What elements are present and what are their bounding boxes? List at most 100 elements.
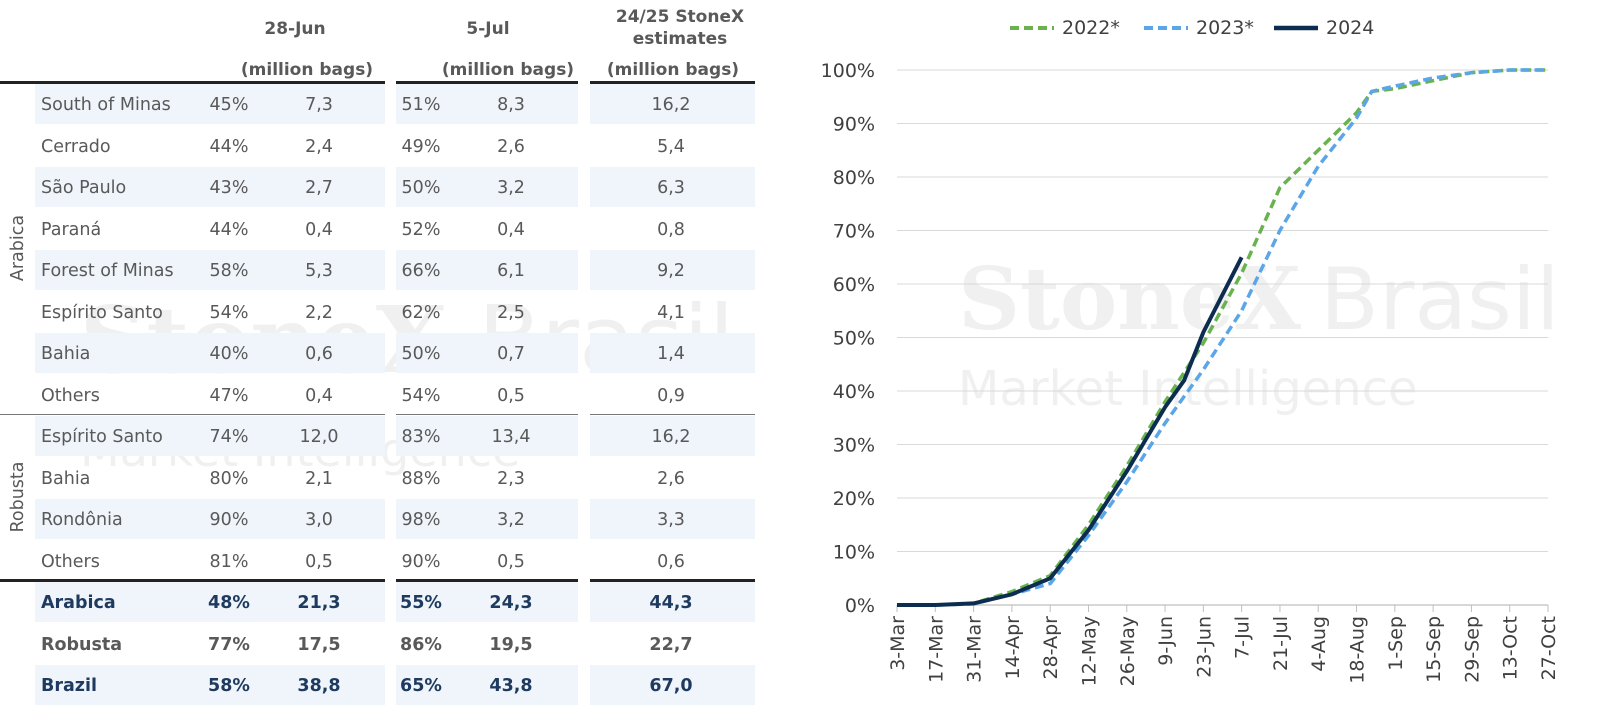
cell-value-28jun: 2,7 [305,178,333,198]
cell-estimate: 2,6 [657,468,685,489]
row-band [590,84,755,124]
cell-pct-28jun: 58% [208,676,250,696]
cell-value-28jun: 12,0 [299,427,339,447]
totals-rule [590,579,755,582]
header-stonex-estimates: 24/25 StoneX estimates [615,7,745,49]
cell-estimate: 5,4 [657,136,685,157]
cell-estimate: 9,2 [657,261,685,281]
group-divider [396,414,578,415]
cell-value-28jun: 0,4 [305,385,333,406]
legend-label: 2022* [1062,17,1120,39]
group-label-robusta: Robusta [8,461,28,533]
row-label: São Paulo [41,178,127,198]
cell-pct-28jun: 74% [209,427,249,447]
cell-value-5jul: 3,2 [497,178,525,198]
legend-label: 2023* [1196,17,1254,39]
legend-swatch [1274,25,1318,31]
totals-rule [0,579,385,582]
cell-pct-5jul: 50% [401,344,441,364]
row-label: South of Minas [41,95,171,115]
row-label: Arabica [41,593,116,613]
cell-value-28jun: 0,6 [305,344,333,364]
x-tick-label: 31-Mar [964,616,986,683]
cell-value-28jun: 0,5 [305,551,333,572]
cell-estimate: 3,3 [657,510,685,530]
header-rule [396,81,578,84]
row-band [35,167,385,207]
x-tick-label: 21-Jul [1270,616,1292,671]
cell-pct-5jul: 66% [401,261,441,281]
y-tick-label: 50% [833,328,875,350]
cell-value-5jul: 0,5 [497,385,525,406]
row-label: Cerrado [41,136,111,157]
cell-pct-28jun: 80% [209,468,249,489]
cell-pct-28jun: 40% [209,344,249,364]
cell-pct-5jul: 55% [400,593,442,613]
cell-value-28jun: 2,1 [305,468,333,489]
cell-value-5jul: 6,1 [497,261,525,281]
cell-estimate: 6,3 [657,178,685,198]
row-band [590,416,755,456]
x-tick-label: 14-Apr [1002,616,1024,680]
x-tick-label: 1-Sep [1385,616,1407,671]
row-band [35,416,385,456]
row-band [590,582,755,622]
cell-estimate: 0,9 [657,385,685,406]
cell-pct-5jul: 65% [400,676,442,696]
cell-estimate: 16,2 [651,95,691,115]
x-tick-label: 3-Mar [887,616,909,671]
cell-estimate: 22,7 [649,634,693,655]
cell-value-5jul: 2,5 [497,302,525,323]
cell-value-28jun: 3,0 [305,510,333,530]
cell-value-28jun: 5,3 [305,261,333,281]
line-chart: 0% 10% 20% 30% 40% 50% 60% 70% 80% 90% 100% 3-Mar 17… [821,60,1560,686]
row-band [396,167,578,207]
row-band [590,250,755,290]
cell-pct-28jun: 45% [209,95,249,115]
cell-pct-28jun: 90% [209,510,249,530]
legend-item: 2023* [1142,16,1254,40]
cell-pct-28jun: 44% [209,219,249,240]
x-tick-label: 9-Jun [1155,616,1177,666]
cell-pct-5jul: 88% [401,468,441,489]
cell-value-28jun: 21,3 [297,593,341,613]
header-rule [0,81,385,84]
cell-value-5jul: 43,8 [489,676,533,696]
y-tick-label: 60% [833,274,875,296]
totals-rule [396,579,578,582]
cell-pct-28jun: 48% [208,593,250,613]
x-tick-label: 15-Sep [1423,616,1445,683]
header-28-jun-unit: (million bags) [240,60,374,80]
cell-value-28jun: 2,4 [305,136,333,157]
cell-pct-5jul: 54% [401,385,441,406]
legend-label: 2024 [1326,17,1375,39]
y-tick-label: 0% [845,595,875,617]
y-tick-label: 70% [833,221,875,243]
row-label: Brazil [41,676,97,696]
header-rule [590,81,755,84]
row-band [35,84,385,124]
legend-swatch [1144,26,1188,30]
x-tick-label: 27-Oct [1538,616,1560,680]
group-label-arabica: Arabica [8,214,28,282]
cell-pct-5jul: 86% [400,634,442,655]
header-stonex-unit: (million bags) [606,60,740,80]
cell-estimate: 4,1 [657,302,685,323]
cell-value-5jul: 19,5 [489,634,533,655]
cell-value-28jun: 38,8 [297,676,341,696]
row-label: Bahia [41,344,91,364]
cell-estimate: 0,8 [657,219,685,240]
x-tick-label: 28-Apr [1040,616,1062,680]
x-tick-label: 12-May [1078,616,1100,686]
cell-value-5jul: 2,3 [497,468,525,489]
cell-pct-28jun: 44% [209,136,249,157]
cell-estimate: 0,6 [657,551,685,572]
cell-pct-28jun: 54% [209,302,249,323]
cell-value-5jul: 0,7 [497,344,525,364]
x-tick-label: 26-May [1117,616,1139,686]
series-line-2022 [897,68,1548,607]
cell-value-5jul: 2,6 [497,136,525,157]
y-tick-label: 10% [833,542,875,564]
y-tick-label: 90% [833,114,875,136]
cell-pct-5jul: 62% [401,302,441,323]
